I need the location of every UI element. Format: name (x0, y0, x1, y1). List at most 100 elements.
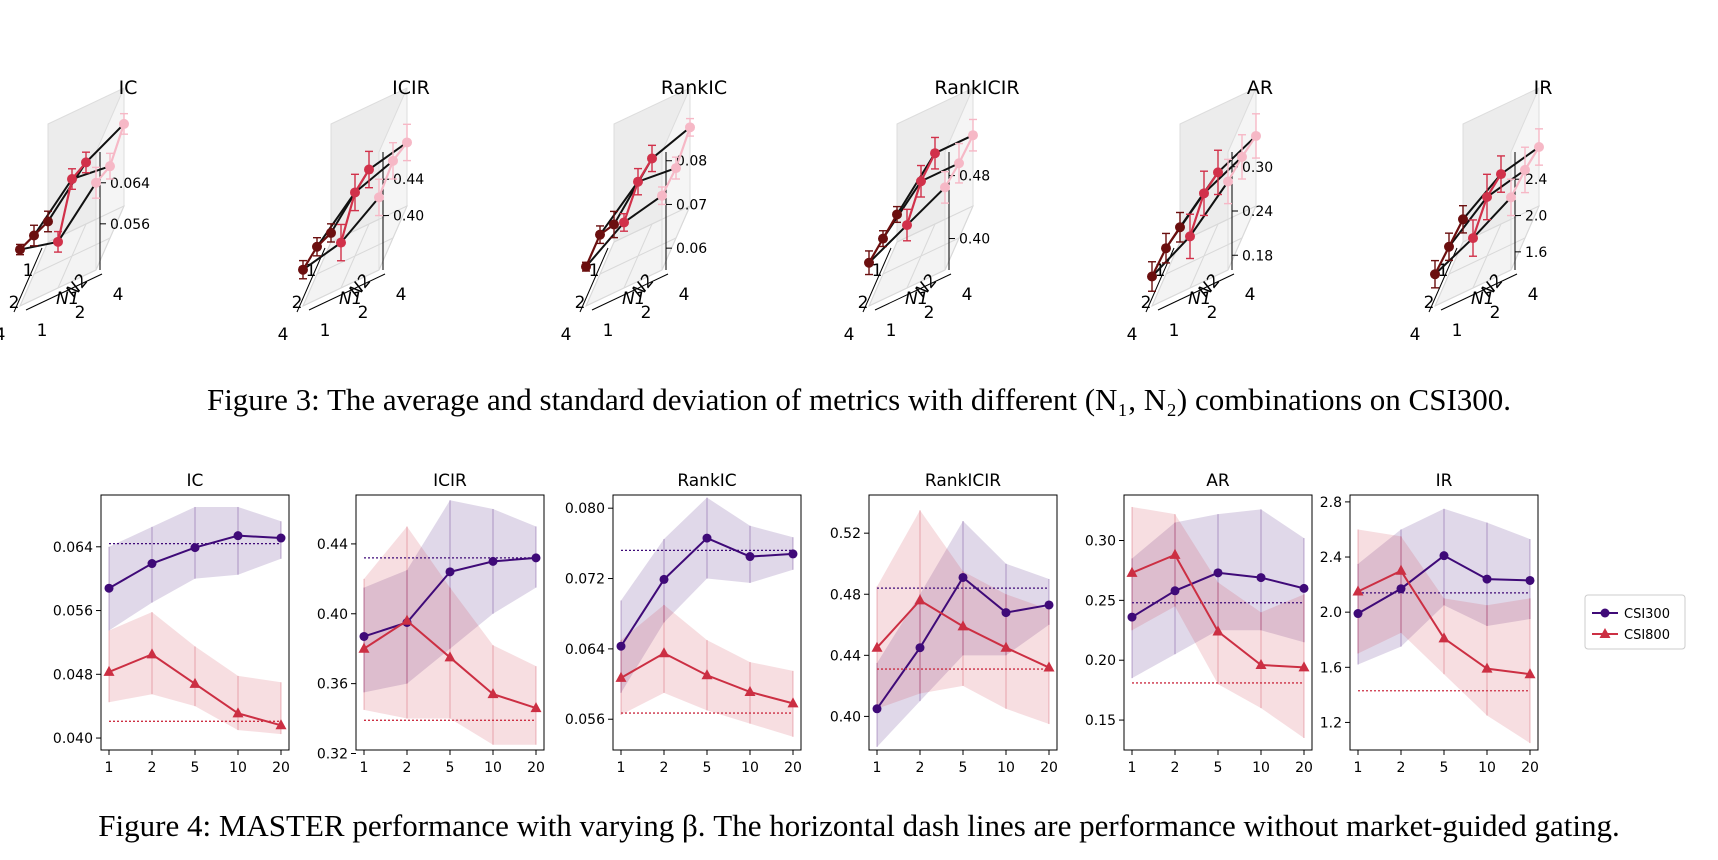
n1-tick-label: 2 (9, 293, 20, 313)
figure-3-caption: Figure 3: The average and standard devia… (206, 382, 1512, 417)
data-point (871, 641, 883, 652)
x-tick-label: 10 (484, 760, 502, 776)
data-point (1223, 176, 1233, 187)
y-tick-label: 0.080 (565, 501, 605, 517)
panel-title: IR (1436, 471, 1453, 491)
n1-axis-label: N1 (1471, 289, 1495, 309)
data-point (531, 553, 541, 563)
panel-title: RankICIR (934, 77, 1019, 99)
z-tick-label: 0.40 (393, 209, 424, 225)
data-point (1213, 568, 1223, 578)
data-point (788, 549, 798, 559)
y-tick-label: 0.064 (565, 642, 605, 658)
z-tick-label: 0.24 (1242, 204, 1273, 220)
panel-title: RankICIR (925, 471, 1001, 491)
data-point (53, 236, 63, 247)
n1-tick-label: 4 (1410, 325, 1421, 345)
grid-line (19, 269, 97, 307)
data-point (957, 620, 969, 631)
y-tick-label: 0.072 (565, 572, 605, 588)
data-point (388, 155, 398, 166)
n1-tick-label: 1 (1155, 261, 1166, 281)
x-tick-label: 10 (229, 760, 247, 776)
n1-axis-label: N1 (905, 289, 929, 309)
panel-ic: IC 0.040 0.048 0.056 0.064 1 2 5 10 20 (53, 471, 290, 776)
z-tick-label: 2.0 (1525, 209, 1547, 225)
data-point (616, 641, 626, 651)
n1-tick-label: 4 (1127, 325, 1138, 345)
data-point (1147, 271, 1157, 282)
data-point (658, 647, 670, 658)
x-tick-label: 20 (1521, 760, 1539, 776)
z-tick-label: 1.6 (1525, 245, 1547, 261)
z-tick-label: 0.18 (1242, 248, 1273, 264)
data-point (1161, 243, 1171, 254)
n2-tick-label: 1 (320, 321, 331, 341)
data-point (1430, 269, 1440, 280)
n1-axis-label: N1 (339, 289, 363, 309)
z-tick-label: 0.48 (959, 169, 990, 185)
data-point (1438, 632, 1450, 643)
data-point (364, 164, 374, 175)
data-point (487, 688, 499, 699)
n2-tick-label: 2 (641, 303, 652, 323)
panel-rankicir: RankICIR 0.40 0.44 0.48 0.52 1 2 5 10 20 (830, 471, 1058, 776)
data-point (744, 685, 756, 696)
y-tick-label: 0.056 (53, 604, 93, 620)
data-point (146, 648, 158, 659)
panel-title: ICIR (433, 471, 467, 491)
n1-tick-label: 1 (306, 261, 317, 281)
data-point (1481, 662, 1493, 673)
data-point (530, 702, 542, 713)
n2-tick-label: 2 (1490, 303, 1501, 323)
panel-title: IC (119, 77, 138, 99)
data-point (91, 177, 101, 188)
n1-tick-label: 1 (872, 261, 883, 281)
panel-title: IR (1534, 77, 1553, 99)
y-tick-label: 0.36 (317, 677, 348, 693)
n1-tick-label: 2 (858, 293, 869, 313)
y-tick-label: 1.6 (1320, 660, 1342, 676)
x-tick-label: 5 (446, 760, 455, 776)
y-tick-label: 0.44 (317, 537, 348, 553)
data-point (1353, 609, 1363, 619)
data-point (1496, 169, 1506, 180)
data-point (1213, 167, 1223, 178)
data-point (940, 182, 950, 193)
grid-line (57, 223, 87, 289)
n2-tick-label: 1 (886, 321, 897, 341)
figure-4-caption: Figure 4: MASTER performance with varyin… (98, 808, 1620, 843)
z-tick-label: 0.40 (959, 232, 990, 248)
grid-line (868, 269, 946, 307)
data-point (671, 163, 681, 174)
data-point (15, 244, 25, 255)
x-tick-label: 2 (660, 760, 669, 776)
data-point (445, 567, 455, 577)
data-point (232, 707, 244, 718)
data-point (1534, 142, 1544, 152)
panel-title: AR (1206, 471, 1230, 491)
y-tick-label: 1.2 (1320, 715, 1342, 731)
data-point (609, 219, 619, 230)
legend: CSI300 CSI800 (1584, 594, 1686, 650)
n2-tick-label: 4 (396, 285, 407, 305)
grid-line (906, 223, 936, 289)
data-point (1237, 151, 1247, 162)
data-point (1043, 661, 1055, 672)
data-point (1001, 608, 1011, 618)
panel-title: RankIC (677, 471, 736, 491)
std-band (1132, 506, 1304, 739)
data-point (103, 665, 115, 676)
x-tick-label: 20 (272, 760, 290, 776)
data-point (276, 533, 286, 543)
data-point (619, 217, 629, 228)
data-point (1444, 241, 1454, 252)
data-point (954, 158, 964, 169)
y-tick-label: 0.064 (53, 540, 93, 556)
x-tick-label: 2 (1171, 760, 1180, 776)
x-tick-label: 20 (1295, 760, 1313, 776)
data-point (402, 137, 412, 148)
n1-axis (296, 247, 326, 313)
panel-title: IC (187, 471, 204, 491)
